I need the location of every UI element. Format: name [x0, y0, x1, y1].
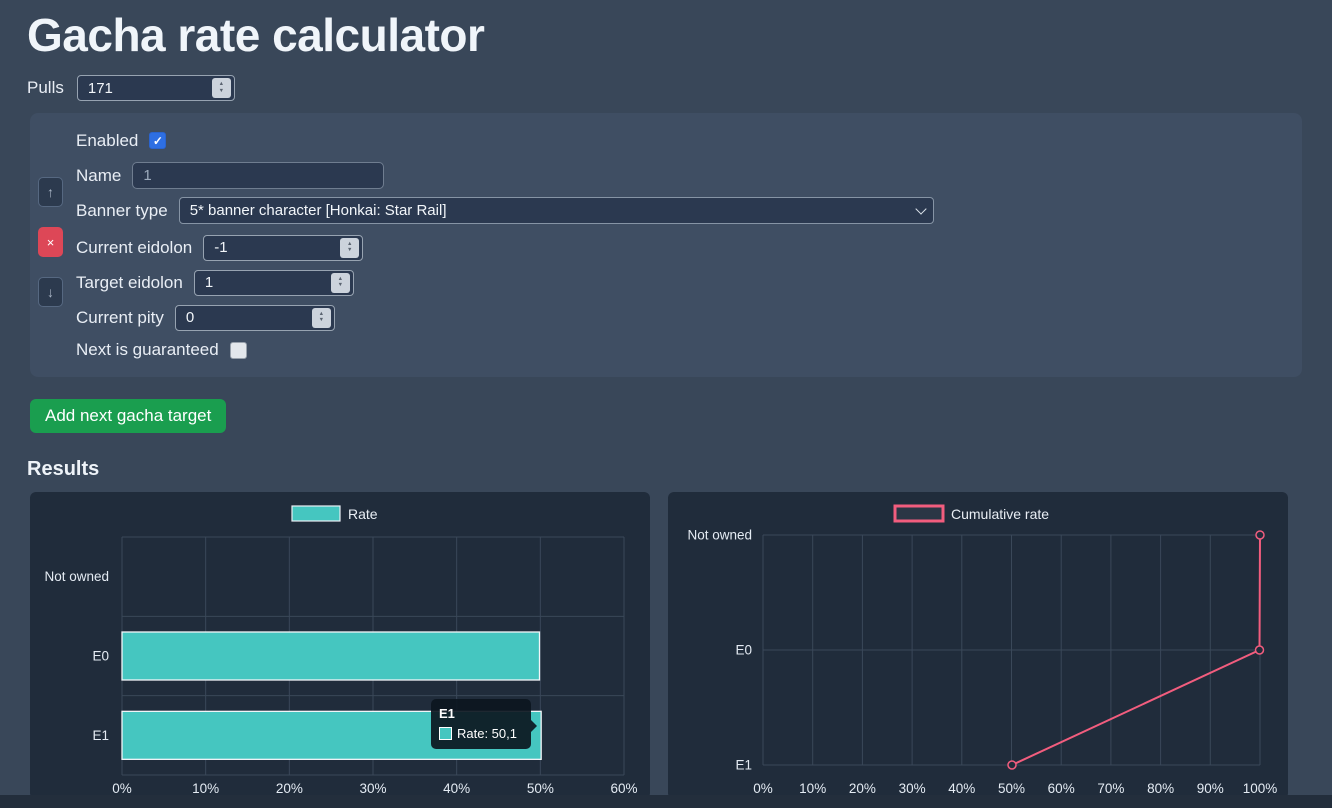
spinner[interactable]: ▲ ▼ [211, 78, 231, 98]
current-pity-label: Current pity [76, 307, 164, 327]
guaranteed-label: Next is guaranteed [76, 340, 219, 359]
data-point [1254, 645, 1265, 655]
y-category-label: Not owned [44, 569, 109, 584]
tooltip-row: Rate: 50,1 [439, 726, 521, 741]
spinner-down-icon[interactable]: ▼ [218, 87, 225, 94]
tooltip-label: Rate: 50,1 [457, 726, 517, 741]
x-tick-label: 30% [359, 781, 386, 796]
current-pity-input[interactable]: 0 ▲ ▼ [174, 304, 335, 331]
name-label: Name [76, 165, 122, 185]
rate-chart[interactable]: Rate 0% 10% 20% 30% 40% 50% 60% Not owned E0 E1 [30, 492, 650, 799]
chevron-down-icon [915, 202, 927, 215]
x-tick-label: 0% [112, 781, 132, 796]
tooltip-swatch [439, 727, 452, 740]
add-gacha-target-button[interactable]: Add next gacha target [30, 399, 227, 433]
x-tick-label: 40% [443, 781, 470, 796]
results-heading: Results [27, 458, 100, 480]
banner-type-label: Banner type [76, 200, 168, 220]
check-icon: ✓ [152, 133, 163, 148]
legend-label: Cumulative rate [951, 506, 1049, 522]
guaranteed-row: Next is guaranteed ✓ [76, 339, 1286, 361]
enabled-label: Enabled [76, 130, 139, 150]
banner-type-select[interactable]: 5* banner character [Honkai: Star Rail] [178, 197, 934, 224]
x-tick-label: 20% [849, 781, 876, 796]
name-value: 1 [143, 167, 152, 184]
x-tick-label: 80% [1147, 781, 1174, 796]
x-tick-label: 60% [1048, 781, 1075, 796]
current-eidolon-input[interactable]: -1 ▲ ▼ [203, 234, 364, 261]
current-eidolon-row: Current eidolon -1 ▲ ▼ [76, 234, 1286, 261]
legend-swatch [291, 505, 341, 522]
y-category-label: E0 [735, 643, 752, 658]
x-tick-label: 30% [899, 781, 926, 796]
close-icon: × [46, 234, 55, 250]
spinner-up-icon[interactable]: ▲ [218, 81, 225, 87]
banner-type-row: Banner type 5* banner character [Honkai:… [76, 197, 1286, 224]
target-eidolon-input[interactable]: 1 ▲ ▼ [193, 269, 354, 296]
tooltip-caret-icon [531, 720, 537, 732]
x-tick-label: 40% [948, 781, 975, 796]
arrow-down-icon: ↓ [47, 284, 54, 300]
y-category-label: Not owned [687, 528, 752, 543]
legend-label: Rate [348, 506, 378, 522]
y-category-label: E1 [735, 758, 752, 773]
pulls-value: 171 [87, 79, 113, 97]
move-up-button[interactable]: ↑ [38, 177, 63, 207]
legend-swatch [893, 504, 945, 523]
spinner[interactable]: ▲ ▼ [311, 307, 331, 328]
current-pity-value: 0 [185, 309, 195, 326]
tooltip-title: E1 [439, 706, 455, 721]
target-eidolon-label: Target eidolon [76, 272, 183, 292]
x-tick-label: 70% [1097, 781, 1124, 796]
enabled-checkbox[interactable]: ✓ [149, 132, 167, 149]
name-input[interactable]: 1 [132, 162, 385, 189]
x-tick-label: 0% [753, 781, 773, 796]
page-title: Gacha rate calculator [27, 9, 485, 61]
spinner[interactable]: ▲ ▼ [330, 272, 350, 293]
remove-target-button[interactable]: × [38, 227, 63, 257]
arrow-up-icon: ↑ [47, 184, 54, 200]
x-tick-label: 50% [527, 781, 554, 796]
current-eidolon-label: Current eidolon [76, 237, 193, 257]
spinner-up-icon[interactable]: ▲ [318, 310, 325, 317]
bottom-strip [0, 795, 1332, 808]
target-eidolon-value: 1 [204, 274, 214, 291]
guaranteed-checkbox[interactable]: ✓ [229, 341, 247, 359]
x-tick-label: 20% [276, 781, 303, 796]
cumulative-rate-chart[interactable]: Cumulative rate 0% 10% 20% 30% 40% 50% 60% 70% 80… [668, 492, 1288, 799]
current-pity-row: Current pity 0 ▲ ▼ [76, 304, 1286, 331]
move-down-button[interactable]: ↓ [38, 277, 63, 307]
name-row: Name 1 [76, 162, 1286, 189]
data-point [1007, 760, 1017, 770]
gacha-target-card: ↑ × ↓ Enabled ✓ Name 1 Banner type 5* ba… [30, 113, 1302, 377]
spinner-down-icon[interactable]: ▼ [347, 247, 353, 253]
spinner[interactable]: ▲ ▼ [340, 237, 360, 258]
charts-row: Rate 0% 10% 20% 30% 40% 50% 60% Not owned E0 E1 E1… [30, 492, 1302, 799]
target-eidolon-row: Target eidolon 1 ▲ ▼ [76, 269, 1286, 296]
x-tick-label: 50% [998, 781, 1025, 796]
chart-tooltip: E1 Rate: 50,1 [431, 699, 537, 749]
y-category-label: E0 [92, 649, 109, 664]
x-tick-label: 100% [1243, 781, 1278, 796]
rate-chart-panel: Rate 0% 10% 20% 30% 40% 50% 60% Not owned E0 E1 E1… [30, 492, 650, 799]
spinner-up-icon[interactable]: ▲ [337, 275, 344, 282]
rate-bar [121, 631, 541, 681]
banner-type-value: 5* banner character [Honkai: Star Rail] [189, 202, 447, 219]
current-eidolon-value: -1 [214, 239, 228, 256]
y-category-label: E1 [92, 728, 109, 743]
data-point [1255, 530, 1265, 540]
x-tick-label: 60% [610, 781, 637, 796]
x-tick-label: 10% [192, 781, 219, 796]
enabled-row: Enabled ✓ [76, 127, 1286, 154]
pulls-label: Pulls [27, 78, 64, 97]
x-tick-label: 90% [1197, 781, 1224, 796]
x-tick-label: 10% [799, 781, 826, 796]
spinner-down-icon[interactable]: ▼ [318, 317, 325, 323]
cumulative-chart-panel: Cumulative rate 0% 10% 20% 30% 40% 50% 60% 70% 80… [668, 492, 1288, 799]
pulls-row: Pulls 171 ▲ ▼ [27, 75, 1332, 101]
spinner-down-icon[interactable]: ▼ [337, 282, 344, 288]
pulls-input[interactable]: 171 ▲ ▼ [76, 75, 235, 101]
spinner-up-icon[interactable]: ▲ [347, 240, 353, 247]
